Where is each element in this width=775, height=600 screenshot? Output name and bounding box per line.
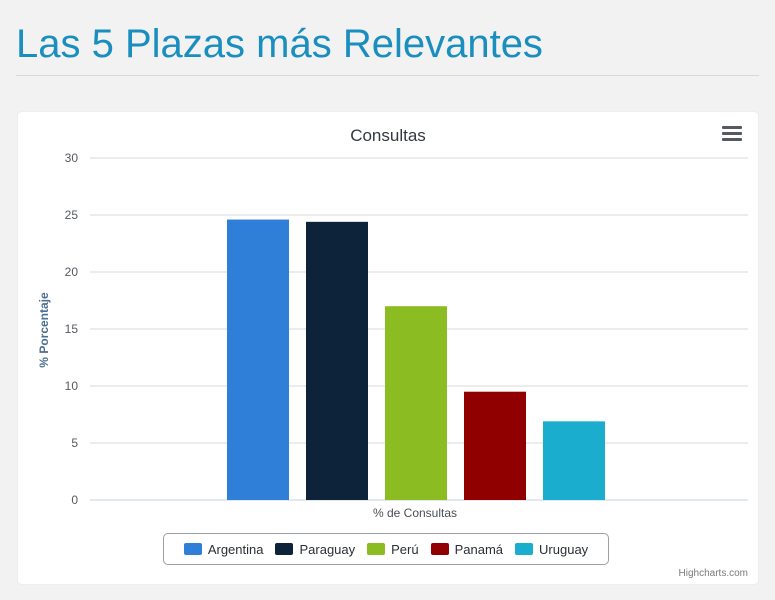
legend-swatch [430, 543, 449, 555]
bar-argentina[interactable] [227, 219, 289, 500]
legend-item-panamá[interactable]: Panamá [430, 541, 504, 557]
legend-label: Argentina [207, 541, 264, 557]
chart-container: Consultas 0 5 10 15 20 25 30 % Porcentaje % de… [18, 112, 758, 584]
page-title: Las 5 Plazas más Relevantes [16, 22, 543, 66]
chart-menu-button[interactable] [722, 126, 744, 146]
legend-swatch [367, 543, 386, 555]
legend-item-uruguay[interactable]: Uruguay [515, 542, 588, 557]
y-tick-label: 10 [65, 379, 79, 393]
chart-legend: Argentina Paraguay Perú Panamá Uruguay [163, 533, 609, 565]
title-divider [16, 75, 759, 76]
bar-perú[interactable] [385, 306, 447, 500]
bar-uruguay[interactable] [543, 421, 605, 500]
y-tick-label: 15 [65, 322, 79, 336]
y-tick-label: 5 [71, 436, 78, 450]
legend-label: Panamá [454, 541, 504, 557]
legend-label: Perú [391, 541, 419, 557]
legend-label: Uruguay [539, 541, 589, 557]
y-tick-label: 0 [71, 493, 78, 507]
y-axis-label: % Porcentaje [37, 292, 51, 368]
legend-item-perú[interactable]: Perú [367, 541, 419, 557]
credits-link[interactable]: Highcharts.com [678, 568, 748, 579]
bars [227, 219, 605, 500]
y-tick-label: 30 [65, 151, 79, 165]
legend-item-paraguay[interactable]: Paraguay [275, 542, 355, 557]
legend-swatch [275, 543, 294, 555]
bar-panamá[interactable] [464, 391, 526, 500]
y-tick-label: 25 [65, 208, 79, 222]
y-axis-ticks: 0 5 10 15 20 25 30 [65, 151, 79, 507]
hamburger-menu-icon [722, 126, 742, 129]
bar-chart: Consultas 0 5 10 15 20 25 30 % Porcentaje % de… [37, 126, 748, 520]
x-axis-label: % de Consultas [373, 506, 457, 520]
bar-paraguay[interactable] [306, 221, 368, 500]
legend-label: Paraguay [299, 541, 356, 557]
legend-swatch [183, 543, 202, 555]
y-tick-label: 20 [65, 265, 79, 279]
legend-item-argentina[interactable]: Argentina [183, 541, 264, 557]
chart-title: Consultas [350, 126, 426, 145]
legend-swatch [515, 543, 534, 555]
